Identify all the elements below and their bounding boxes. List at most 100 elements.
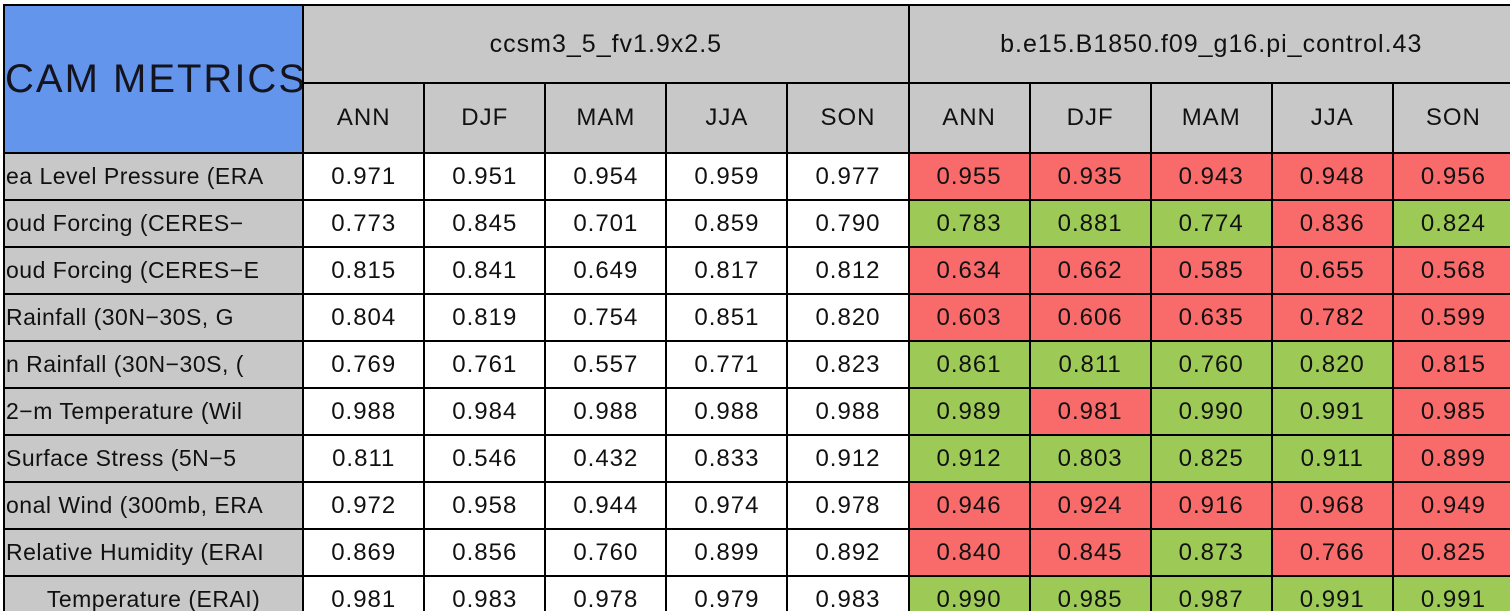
- value-cell-model1: 0.649: [544, 246, 668, 295]
- value-cell-model2: 0.825: [1391, 528, 1510, 577]
- season-header-m2-mam: MAM: [1149, 82, 1273, 154]
- value-cell-model1: 0.760: [544, 528, 668, 577]
- value-cell-model2: 0.820: [1270, 340, 1394, 389]
- value-cell-model1: 0.988: [302, 387, 426, 436]
- season-header-m1-mam: MAM: [544, 82, 668, 154]
- value-cell-model1: 0.869: [302, 528, 426, 577]
- value-cell-model1: 0.819: [423, 293, 547, 342]
- value-cell-model1: 0.754: [544, 293, 668, 342]
- value-cell-model1: 0.546: [423, 434, 547, 483]
- value-cell-model1: 0.959: [665, 152, 789, 201]
- value-cell-model2: 0.811: [1028, 340, 1152, 389]
- value-cell-model2: 0.916: [1149, 481, 1273, 530]
- model1-header: ccsm3_5_fv1.9x2.5: [302, 4, 910, 84]
- table-body: ea Level Pressure (ERA 0.971 0.951 0.954 0.9…: [2, 152, 1510, 611]
- season-header-m2-jja: JJA: [1270, 82, 1394, 154]
- value-cell-model2: 0.606: [1028, 293, 1152, 342]
- value-cell-model2: 0.946: [907, 481, 1031, 530]
- value-cell-model1: 0.823: [786, 340, 910, 389]
- value-cell-model2: 0.991: [1270, 575, 1394, 611]
- value-cell-model2: 0.655: [1270, 246, 1394, 295]
- value-cell-model2: 0.836: [1270, 199, 1394, 248]
- season-header-m2-djf: DJF: [1028, 82, 1152, 154]
- row-label: oud Forcing (CERES−: [2, 199, 305, 248]
- value-cell-model2: 0.943: [1149, 152, 1273, 201]
- value-cell-model2: 0.585: [1149, 246, 1273, 295]
- value-cell-model2: 0.824: [1391, 199, 1510, 248]
- value-cell-model1: 0.820: [786, 293, 910, 342]
- value-cell-model2: 0.956: [1391, 152, 1510, 201]
- model2-header: b.e15.B1850.f09_g16.pi_control.43: [907, 4, 1510, 84]
- value-cell-model2: 0.949: [1391, 481, 1510, 530]
- row-label: oud Forcing (CERES−E: [2, 246, 305, 295]
- value-cell-model1: 0.984: [423, 387, 547, 436]
- value-cell-model2: 0.845: [1028, 528, 1152, 577]
- row-label: Surface Stress (5N−5: [2, 434, 305, 483]
- row-label: Temperature (ERAI): [2, 575, 305, 611]
- season-header-m2-son: SON: [1391, 82, 1510, 154]
- value-cell-model1: 0.971: [302, 152, 426, 201]
- value-cell-model1: 0.701: [544, 199, 668, 248]
- table-row: Relative Humidity (ERAI 0.869 0.856 0.760 0.…: [2, 528, 1510, 577]
- value-cell-model1: 0.974: [665, 481, 789, 530]
- row-label: onal Wind (300mb, ERA: [2, 481, 305, 530]
- value-cell-model1: 0.972: [302, 481, 426, 530]
- value-cell-model1: 0.761: [423, 340, 547, 389]
- value-cell-model2: 0.985: [1391, 387, 1510, 436]
- value-cell-model1: 0.845: [423, 199, 547, 248]
- value-cell-model1: 0.892: [786, 528, 910, 577]
- value-cell-model2: 0.599: [1391, 293, 1510, 342]
- table-row: Temperature (ERAI) 0.981 0.983 0.978 0.979 0.…: [2, 575, 1510, 611]
- value-cell-model2: 0.873: [1149, 528, 1273, 577]
- table-row: oud Forcing (CERES−E 0.815 0.841 0.649 0.817…: [2, 246, 1510, 295]
- value-cell-model2: 0.990: [1149, 387, 1273, 436]
- value-cell-model2: 0.955: [907, 152, 1031, 201]
- row-label: ea Level Pressure (ERA: [2, 152, 305, 201]
- value-cell-model1: 0.817: [665, 246, 789, 295]
- value-cell-model1: 0.951: [423, 152, 547, 201]
- value-cell-model2: 0.948: [1270, 152, 1394, 201]
- value-cell-model1: 0.812: [786, 246, 910, 295]
- value-cell-model1: 0.944: [544, 481, 668, 530]
- value-cell-model1: 0.983: [786, 575, 910, 611]
- value-cell-model1: 0.954: [544, 152, 668, 201]
- value-cell-model2: 0.899: [1391, 434, 1510, 483]
- value-cell-model1: 0.912: [786, 434, 910, 483]
- cam-metrics-table: CAM METRICS ccsm3_5_fv1.9x2.5 b.e15.B185…: [2, 4, 1510, 611]
- value-cell-model2: 0.989: [907, 387, 1031, 436]
- value-cell-model1: 0.856: [423, 528, 547, 577]
- value-cell-model2: 0.935: [1028, 152, 1152, 201]
- table-row: n Rainfall (30N−30S, (0.769 0.761 0.557 0.7…: [2, 340, 1510, 389]
- table-title: CAM METRICS: [2, 4, 305, 154]
- value-cell-model2: 0.985: [1028, 575, 1152, 611]
- table-row: Rainfall (30N−30S, G 0.804 0.819 0.754 0.851…: [2, 293, 1510, 342]
- season-header-m1-son: SON: [786, 82, 910, 154]
- value-cell-model1: 0.988: [544, 387, 668, 436]
- value-cell-model1: 0.804: [302, 293, 426, 342]
- value-cell-model2: 0.634: [907, 246, 1031, 295]
- value-cell-model1: 0.833: [665, 434, 789, 483]
- value-cell-model2: 0.987: [1149, 575, 1273, 611]
- row-label: Rainfall (30N−30S, G: [2, 293, 305, 342]
- value-cell-model1: 0.979: [665, 575, 789, 611]
- value-cell-model2: 0.774: [1149, 199, 1273, 248]
- table-header: CAM METRICS ccsm3_5_fv1.9x2.5 b.e15.B185…: [2, 4, 1510, 154]
- season-header-m1-ann: ANN: [302, 82, 426, 154]
- value-cell-model1: 0.978: [786, 481, 910, 530]
- value-cell-model1: 0.557: [544, 340, 668, 389]
- value-cell-model2: 0.783: [907, 199, 1031, 248]
- table-row: onal Wind (300mb, ERA 0.972 0.958 0.944 0.97…: [2, 481, 1510, 530]
- value-cell-model1: 0.773: [302, 199, 426, 248]
- value-cell-model1: 0.981: [302, 575, 426, 611]
- value-cell-model1: 0.841: [423, 246, 547, 295]
- row-label: Relative Humidity (ERAI: [2, 528, 305, 577]
- model-header-row: CAM METRICS ccsm3_5_fv1.9x2.5 b.e15.B185…: [2, 4, 1510, 154]
- value-cell-model2: 0.760: [1149, 340, 1273, 389]
- value-cell-model1: 0.958: [423, 481, 547, 530]
- value-cell-model1: 0.815: [302, 246, 426, 295]
- value-cell-model2: 0.912: [907, 434, 1031, 483]
- value-cell-model1: 0.811: [302, 434, 426, 483]
- table-row: ea Level Pressure (ERA 0.971 0.951 0.954 0.9…: [2, 152, 1510, 201]
- value-cell-model2: 0.990: [907, 575, 1031, 611]
- value-cell-model2: 0.815: [1391, 340, 1510, 389]
